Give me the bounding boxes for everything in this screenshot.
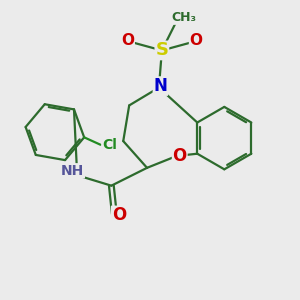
Text: O: O bbox=[121, 32, 134, 47]
Text: O: O bbox=[190, 32, 202, 47]
Text: O: O bbox=[112, 206, 126, 224]
Text: Cl: Cl bbox=[102, 138, 117, 152]
Text: N: N bbox=[154, 77, 167, 95]
Text: NH: NH bbox=[61, 164, 84, 178]
Text: CH₃: CH₃ bbox=[172, 11, 197, 24]
Text: S: S bbox=[155, 41, 168, 59]
Text: O: O bbox=[172, 147, 187, 165]
